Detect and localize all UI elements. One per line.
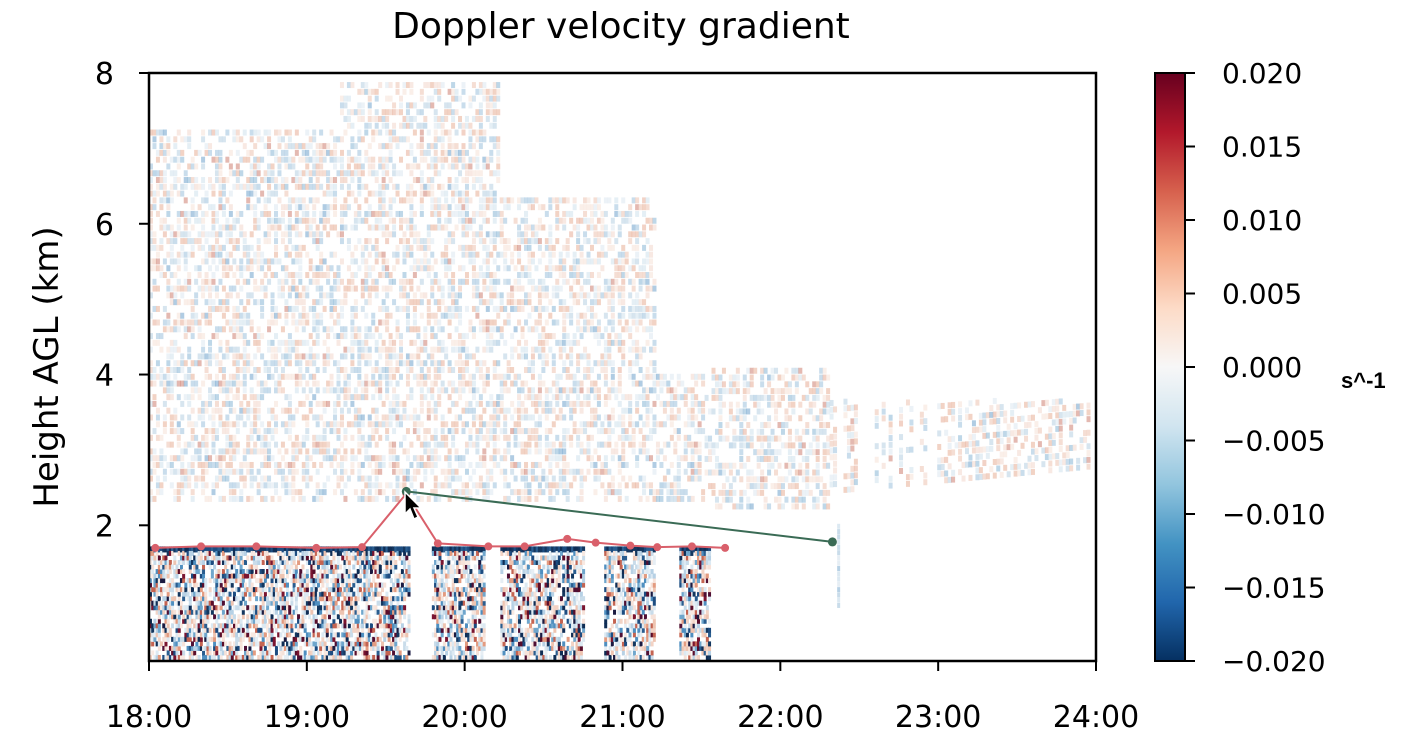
series-point <box>687 542 696 551</box>
series-point <box>827 537 837 547</box>
series-point <box>252 542 261 551</box>
series-point <box>401 486 411 496</box>
y-tick-label: 2 <box>95 509 114 544</box>
colorbar <box>1154 72 1186 662</box>
colorbar-tick-label: 0.015 <box>1222 131 1302 164</box>
colorbar-tick-label: −0.010 <box>1222 498 1326 531</box>
series-point <box>484 542 493 551</box>
heatmap-field <box>149 82 1091 660</box>
colorbar-tick-label: −0.020 <box>1222 645 1326 678</box>
x-tick-label: 19:00 <box>264 700 350 735</box>
cursor-pointer-icon <box>404 490 423 521</box>
colorbar-unit-label: s^-1 <box>1341 368 1386 393</box>
series-point <box>591 538 600 547</box>
x-tick-label: 23:00 <box>895 700 981 735</box>
colorbar-tick-label: 0.000 <box>1222 351 1302 384</box>
series-point <box>520 542 529 551</box>
series-point <box>653 543 662 552</box>
x-tick-label: 24:00 <box>1053 700 1139 735</box>
colorbar-tick-label: −0.005 <box>1222 425 1326 458</box>
series-line <box>406 490 833 543</box>
y-tick-label: 4 <box>95 359 114 394</box>
x-tick-label: 22:00 <box>737 700 823 735</box>
y-axis: 2 4 6 8 <box>95 57 149 544</box>
chart-title: Doppler velocity gradient <box>392 6 850 47</box>
y-axis-label: Height AGL (km) <box>27 226 67 507</box>
colorbar-tick-label: −0.015 <box>1222 572 1326 605</box>
series-point <box>433 539 442 548</box>
colorbar-tick-label: 0.005 <box>1222 278 1302 311</box>
x-tick-label: 21:00 <box>579 700 665 735</box>
series-point <box>721 543 730 552</box>
series-layer <box>151 486 837 552</box>
x-tick-label: 18:00 <box>106 700 192 735</box>
series-point <box>151 543 160 552</box>
series-point <box>312 543 321 552</box>
y-tick-label: 6 <box>95 208 114 243</box>
series-point <box>358 543 367 552</box>
series-point <box>626 541 635 550</box>
x-axis: 18:00 19:00 20:00 21:00 22:00 23:00 24:00 <box>106 661 1139 735</box>
colorbar-tick-label: 0.020 <box>1222 57 1302 90</box>
colorbar-tick-label: 0.010 <box>1222 204 1302 237</box>
series-point <box>197 542 206 551</box>
series-point <box>563 534 572 543</box>
y-tick-label: 8 <box>95 57 114 92</box>
x-tick-label: 20:00 <box>421 700 507 735</box>
colorbar-axis: 0.020 0.015 0.010 0.005 0.000 −0.005 −0.010 −0.… <box>1185 57 1326 678</box>
